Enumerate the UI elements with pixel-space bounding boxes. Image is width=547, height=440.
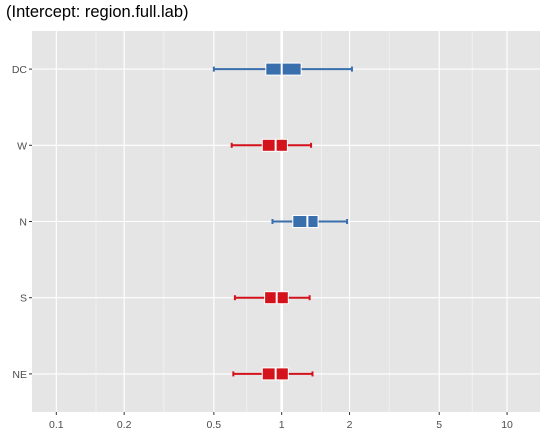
x-tick-label: 2	[347, 419, 353, 431]
estimate-box	[265, 62, 302, 76]
estimate-n	[271, 215, 349, 228]
x-tick-label: 5	[436, 419, 442, 431]
estimate-box	[292, 215, 319, 228]
estimate-w	[230, 138, 313, 152]
estimate-ne	[232, 367, 314, 381]
y-tick-label: S	[20, 293, 27, 305]
x-tick-label: 0.5	[207, 419, 222, 431]
x-tick-label: 0.1	[49, 419, 64, 431]
x-tick-label: 10	[501, 419, 513, 431]
y-axis: DC W N S NE	[12, 64, 32, 381]
y-tick-label: N	[19, 217, 27, 229]
x-axis: 0.1 0.2 0.5 1 2 5 10	[49, 412, 513, 431]
y-tick-label: DC	[12, 64, 28, 76]
estimate-s	[233, 291, 311, 305]
estimate-dc	[212, 62, 353, 76]
y-tick-label: W	[17, 140, 27, 152]
x-tick-label: 0.2	[117, 419, 132, 431]
x-tick-label: 1	[279, 419, 285, 431]
y-tick-label: NE	[12, 369, 27, 381]
chart-title: (Intercept: region.full.lab)	[6, 3, 189, 21]
estimate-marks	[212, 62, 353, 381]
